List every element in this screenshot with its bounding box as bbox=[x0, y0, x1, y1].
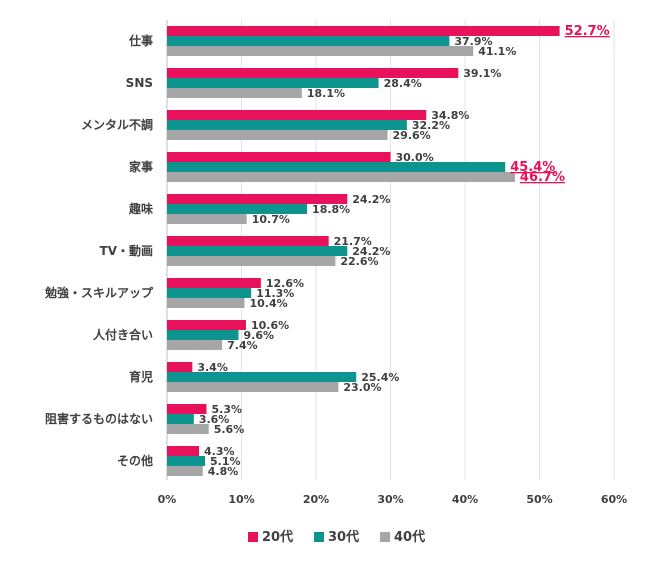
data-label: 5.3% bbox=[211, 403, 242, 416]
category-label: 勉強・スキルアップ bbox=[44, 285, 154, 300]
data-label: 30.0% bbox=[396, 151, 434, 164]
bar bbox=[167, 78, 379, 88]
legend-label: 40代 bbox=[394, 529, 425, 545]
bars bbox=[167, 26, 560, 476]
data-label: 22.6% bbox=[340, 255, 378, 268]
data-label: 32.2% bbox=[412, 119, 450, 132]
category-label: その他 bbox=[117, 453, 153, 468]
data-label: 24.2% bbox=[352, 245, 390, 258]
bar bbox=[167, 246, 348, 256]
bar bbox=[167, 456, 205, 466]
data-label: 3.6% bbox=[199, 413, 230, 426]
x-tick-label: 60% bbox=[601, 493, 627, 506]
data-label: 25.4% bbox=[361, 371, 399, 384]
data-label: 34.8% bbox=[431, 109, 469, 122]
x-tick-label: 20% bbox=[303, 493, 329, 506]
legend-label: 30代 bbox=[328, 529, 359, 545]
data-label: 12.6% bbox=[266, 277, 304, 290]
bar bbox=[167, 288, 252, 298]
bar bbox=[167, 46, 474, 56]
x-tick-label: 10% bbox=[228, 493, 254, 506]
bar bbox=[167, 362, 193, 372]
data-label: 5.6% bbox=[214, 423, 245, 436]
category-label: 家事 bbox=[129, 159, 153, 174]
bar bbox=[167, 68, 459, 78]
category-label: SNS bbox=[126, 76, 153, 90]
bar bbox=[167, 110, 427, 120]
data-label: 10.7% bbox=[252, 213, 290, 226]
data-label: 21.7% bbox=[334, 235, 372, 248]
bar bbox=[167, 372, 357, 382]
bar bbox=[167, 26, 560, 36]
data-labels: 52.7% 37.9%41.1% 39.1% 28.4% 18.1% 34.8%32.2%… bbox=[197, 24, 609, 478]
data-label: 24.2% bbox=[352, 193, 390, 206]
bar bbox=[167, 404, 207, 414]
legend-swatch bbox=[314, 532, 324, 542]
bar bbox=[167, 340, 223, 350]
bar bbox=[167, 194, 348, 204]
bar bbox=[167, 382, 339, 392]
bar bbox=[167, 120, 407, 130]
data-label: 23.0% bbox=[343, 381, 381, 394]
data-label: 7.4% bbox=[227, 339, 258, 352]
bar bbox=[167, 88, 302, 98]
bar bbox=[167, 256, 336, 266]
bar bbox=[167, 204, 308, 214]
data-label: 41.1% bbox=[478, 45, 516, 58]
data-label: 37.9% bbox=[454, 35, 492, 48]
legend-swatch bbox=[380, 532, 390, 542]
data-label: 18.8% bbox=[312, 203, 350, 216]
bar bbox=[167, 36, 450, 46]
category-label: 阻害するものはない bbox=[45, 411, 153, 426]
data-label: 46.7% bbox=[520, 170, 565, 185]
data-label: 10.6% bbox=[251, 319, 289, 332]
x-tick-label: 50% bbox=[526, 493, 552, 506]
data-label: 4.3% bbox=[204, 445, 235, 458]
data-label: 18.1% bbox=[307, 87, 345, 100]
data-label: 52.7% bbox=[565, 24, 610, 39]
bar bbox=[167, 130, 388, 140]
bar bbox=[167, 172, 515, 182]
bar bbox=[167, 152, 391, 162]
data-label: 11.3% bbox=[256, 287, 294, 300]
legend: 20代 30代 40代 bbox=[248, 529, 425, 545]
category-label: 仕事 bbox=[128, 33, 153, 48]
category-label: 趣味 bbox=[128, 201, 153, 216]
bar bbox=[167, 466, 203, 476]
legend-label: 20代 bbox=[262, 529, 293, 545]
bar bbox=[167, 424, 209, 434]
bar bbox=[167, 236, 329, 246]
category-label: メンタル不調 bbox=[81, 117, 153, 132]
data-label: 3.4% bbox=[197, 361, 228, 374]
legend-swatch bbox=[248, 532, 258, 542]
x-tick-label: 0% bbox=[158, 493, 177, 506]
data-label: 28.4% bbox=[384, 77, 422, 90]
data-label: 10.4% bbox=[249, 297, 287, 310]
data-label: 45.4% bbox=[510, 160, 555, 175]
x-tick-label: 40% bbox=[452, 493, 478, 506]
x-axis-ticks: 0% 10% 20% 30% 40% 50% 60% bbox=[158, 493, 628, 506]
data-label: 9.6% bbox=[244, 329, 275, 342]
bar bbox=[167, 162, 506, 172]
data-label: 39.1% bbox=[463, 67, 501, 80]
bar bbox=[167, 214, 247, 224]
data-label: 4.8% bbox=[208, 465, 239, 478]
data-label: 29.6% bbox=[393, 129, 431, 142]
bar bbox=[167, 278, 261, 288]
category-label: 人付き合い bbox=[93, 327, 153, 342]
bar bbox=[167, 330, 239, 340]
category-label: 育児 bbox=[129, 369, 153, 384]
bar bbox=[167, 298, 245, 308]
category-label: TV・動画 bbox=[100, 243, 153, 258]
bar bbox=[167, 320, 246, 330]
x-tick-label: 30% bbox=[377, 493, 403, 506]
bar bbox=[167, 446, 200, 456]
bar bbox=[167, 414, 194, 424]
data-label: 5.1% bbox=[210, 455, 241, 468]
